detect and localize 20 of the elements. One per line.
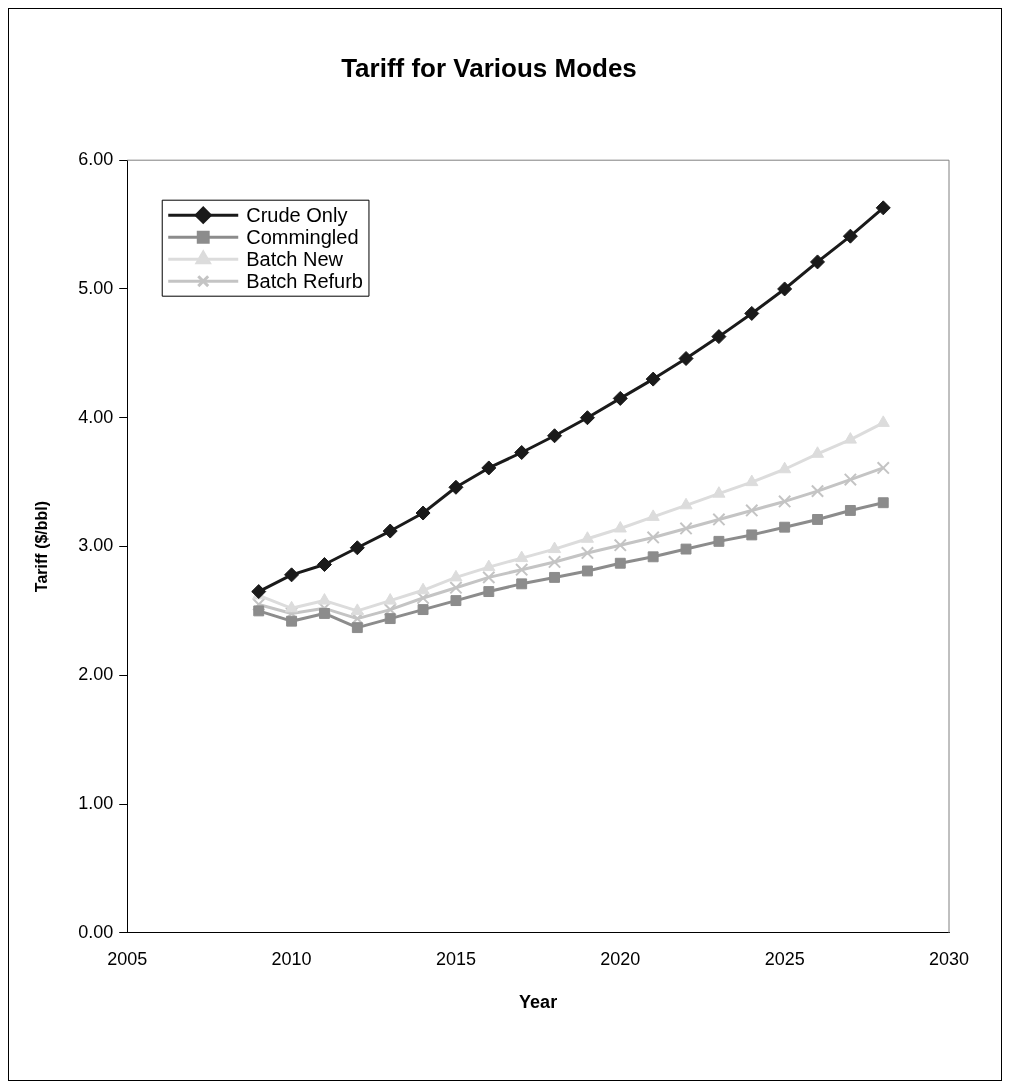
legend-label: Crude Only bbox=[246, 203, 348, 226]
y-tick-label: 2.00 bbox=[78, 664, 114, 685]
y-tick-label: 4.00 bbox=[78, 406, 114, 427]
x-axis-title: Year bbox=[519, 992, 558, 1013]
legend-label: Batch New bbox=[246, 247, 344, 270]
y-tick-label: 0.00 bbox=[78, 921, 114, 942]
x-tick-label: 2015 bbox=[435, 948, 476, 969]
y-tick-label: 5.00 bbox=[78, 277, 114, 298]
x-tick-label: 2020 bbox=[600, 948, 641, 969]
y-axis-title: Tariff ($/bbl) bbox=[33, 500, 51, 593]
y-tick-label: 6.00 bbox=[78, 149, 114, 170]
x-tick-label: 2025 bbox=[764, 948, 805, 969]
x-tick-label: 2005 bbox=[107, 948, 148, 969]
x-tick-label: 2010 bbox=[271, 948, 312, 969]
legend-label: Commingled bbox=[246, 225, 359, 248]
legend-label: Batch Refurb bbox=[246, 269, 363, 292]
y-tick-label: 3.00 bbox=[78, 535, 114, 556]
x-tick-label: 2030 bbox=[928, 948, 970, 969]
chart-title: Tariff for Various Modes bbox=[341, 52, 637, 83]
y-tick-label: 1.00 bbox=[78, 793, 114, 813]
